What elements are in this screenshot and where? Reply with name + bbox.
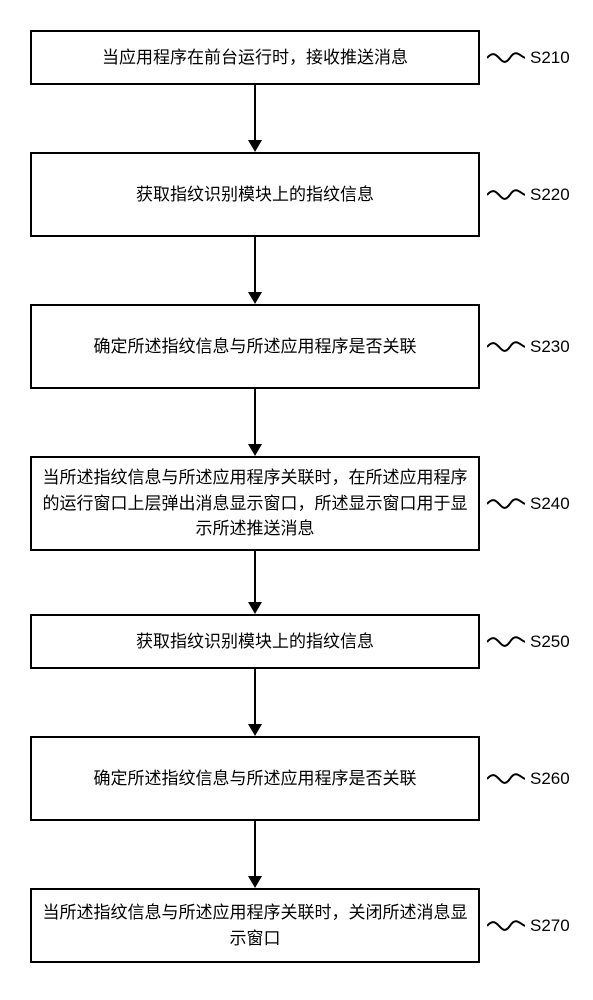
flow-node: 获取指纹识别模块上的指纹信息 xyxy=(30,152,480,237)
flow-arrow xyxy=(245,389,265,456)
arrow-line xyxy=(254,551,256,604)
step-label: S240 xyxy=(530,494,570,514)
step-label: S250 xyxy=(530,632,570,652)
flow-node-text: 获取指纹识别模块上的指纹信息 xyxy=(136,629,374,655)
arrow-head-icon xyxy=(248,140,262,152)
flow-node: 当所述指纹信息与所述应用程序关联时，在所述应用程序的运行窗口上层弹出消息显示窗口… xyxy=(30,456,480,551)
arrow-line xyxy=(254,389,256,446)
arrow-head-icon xyxy=(248,444,262,456)
label-connector xyxy=(487,332,525,362)
flow-node-text: 确定所述指纹信息与所述应用程序是否关联 xyxy=(94,766,417,792)
step-label: S270 xyxy=(530,916,570,936)
flow-arrow xyxy=(245,669,265,736)
step-label: S230 xyxy=(530,337,570,357)
flow-node: 获取指纹识别模块上的指纹信息 xyxy=(30,614,480,669)
flow-node: 当应用程序在前台运行时，接收推送消息 xyxy=(30,30,480,85)
arrow-line xyxy=(254,85,256,142)
flow-node: 当所述指纹信息与所述应用程序关联时，关闭所述消息显示窗口 xyxy=(30,888,480,963)
label-connector xyxy=(487,43,525,73)
arrow-line xyxy=(254,669,256,726)
arrow-head-icon xyxy=(248,724,262,736)
flow-node-text: 获取指纹识别模块上的指纹信息 xyxy=(136,182,374,208)
label-connector xyxy=(487,627,525,657)
label-connector xyxy=(487,911,525,941)
arrow-head-icon xyxy=(248,602,262,614)
step-label: S210 xyxy=(530,48,570,68)
flow-node: 确定所述指纹信息与所述应用程序是否关联 xyxy=(30,736,480,821)
arrow-head-icon xyxy=(248,876,262,888)
flow-arrow xyxy=(245,551,265,614)
flow-arrow xyxy=(245,237,265,304)
flow-arrow xyxy=(245,821,265,888)
flow-node-text: 当所述指纹信息与所述应用程序关联时，关闭所述消息显示窗口 xyxy=(42,900,468,951)
flowchart-canvas: 当应用程序在前台运行时，接收推送消息 S210 获取指纹识别模块上的指纹信息 S220… xyxy=(0,0,593,1000)
flow-node-text: 当应用程序在前台运行时，接收推送消息 xyxy=(102,45,408,71)
step-label: S220 xyxy=(530,185,570,205)
label-connector xyxy=(487,764,525,794)
label-connector xyxy=(487,489,525,519)
arrow-line xyxy=(254,821,256,878)
arrow-head-icon xyxy=(248,292,262,304)
flow-arrow xyxy=(245,85,265,152)
arrow-line xyxy=(254,237,256,294)
label-connector xyxy=(487,180,525,210)
flow-node: 确定所述指纹信息与所述应用程序是否关联 xyxy=(30,304,480,389)
flow-node-text: 确定所述指纹信息与所述应用程序是否关联 xyxy=(94,334,417,360)
step-label: S260 xyxy=(530,769,570,789)
flow-node-text: 当所述指纹信息与所述应用程序关联时，在所述应用程序的运行窗口上层弹出消息显示窗口… xyxy=(42,465,468,542)
